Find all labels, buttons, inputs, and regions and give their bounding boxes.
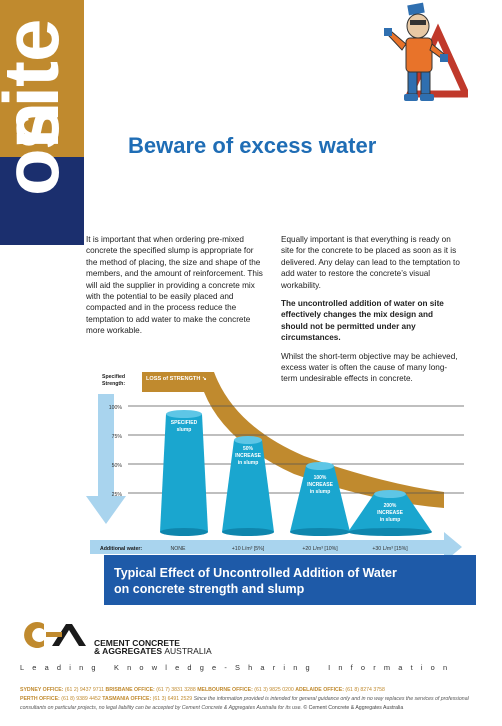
cone-label: in slump: [380, 517, 401, 523]
strength-down-arrow: [86, 394, 126, 524]
side-banner-navy: [0, 157, 84, 245]
body-paragraph: Equally important is that everything is …: [281, 235, 460, 290]
cone-50-increase: 50% INCREASE in slump: [222, 436, 274, 536]
strength-axis-label: Strength:: [102, 381, 125, 387]
body-column-left: It is important that when ordering pre-m…: [86, 234, 266, 344]
office-phone: (61 3) 9825 0200: [254, 687, 294, 693]
water-level-label: +10 L/m³ [5%]: [232, 546, 265, 552]
brand-name-part: AUSTRALIA: [164, 646, 212, 656]
figure-caption: Typical Effect of Uncontrolled Addition …: [114, 565, 474, 597]
brand-name: CEMENT CONCRETE: [94, 638, 180, 648]
cone-label: 50%: [243, 446, 254, 452]
y-tick-label: 50%: [112, 463, 123, 469]
tagline: Leading Knowledge-Sharing Information: [20, 663, 456, 672]
cone-label: slump: [177, 427, 192, 433]
office-label: BRISBANE OFFICE:: [105, 687, 155, 693]
office-phone: (61 3) 6491 2529: [152, 696, 193, 702]
office-phone: (61 8) 8274 3758: [345, 687, 385, 693]
cone-200-increase: 200% INCREASE in slump: [348, 490, 432, 536]
figure-caption-line: on concrete strength and slump: [114, 582, 305, 596]
cone-label: INCREASE: [235, 453, 262, 459]
y-tick-label: 25%: [112, 492, 123, 498]
copyright-text: © Cement Concrete & Aggregates Australia: [303, 705, 404, 711]
additional-water-arrow: [90, 532, 462, 562]
disclaimer-text: Since the information provided is intend…: [20, 696, 469, 711]
brand-name-line2: & AGGREGATES AUSTRALIA: [94, 646, 212, 656]
body-paragraph: It is important that when ordering pre-m…: [86, 235, 263, 336]
ccaa-logo-icon: [24, 622, 86, 648]
office-phone: (61 2) 9437 9711: [64, 687, 105, 693]
side-banner-gold: [0, 0, 84, 157]
cone-100-increase: 100% INCREASE in slump: [290, 462, 350, 536]
office-label: MELBOURNE OFFICE:: [197, 687, 253, 693]
figure-caption-box: [104, 555, 476, 605]
cone-label: in slump: [238, 460, 259, 466]
office-contacts: SYDNEY OFFICE: (61 2) 9437 9711 BRISBANE…: [20, 686, 490, 713]
office-label: TASMANIA OFFICE:: [102, 696, 152, 702]
office-phone: (61 7) 3831 3288: [156, 687, 196, 693]
water-level-label: +30 L/m³ [15%]: [372, 546, 408, 552]
figure-caption-line: Typical Effect of Uncontrolled Addition …: [114, 566, 397, 580]
y-tick-label: 75%: [112, 434, 123, 440]
strength-axis-label: Specified: [102, 374, 125, 380]
mascot-illustration: [384, 2, 468, 101]
side-banner-word: site on: [0, 0, 86, 245]
body-paragraph-bold: The uncontrolled addition of water on si…: [281, 299, 444, 343]
side-word-on: on: [0, 102, 75, 196]
water-level-label: +20 L/m³ [10%]: [302, 546, 338, 552]
office-phone: (61 8) 9389 4452: [61, 696, 101, 702]
water-level-label: NONE: [171, 546, 187, 552]
body-column-right: Equally important is that everything is …: [281, 234, 461, 392]
page-title: Beware of excess water: [128, 133, 377, 158]
slump-strength-figure: LOSS of STRENGTH ↘ Specified Strength: 1…: [86, 372, 464, 562]
cone-label: INCREASE: [377, 510, 404, 516]
cone-label: SPECIFIED: [171, 420, 198, 426]
office-label: PERTH OFFICE:: [20, 696, 60, 702]
body-paragraph: Whilst the short-term objective may be a…: [281, 351, 458, 384]
additional-water-label: Additional water:: [100, 546, 142, 552]
cone-label: in slump: [310, 489, 331, 495]
office-label: SYDNEY OFFICE:: [20, 687, 64, 693]
cone-label: 100%: [314, 475, 327, 481]
y-tick-label: 100%: [109, 405, 123, 411]
cone-label: 200%: [384, 503, 397, 509]
brand-name-part: & AGGREGATES: [94, 646, 165, 656]
cone-label: INCREASE: [307, 482, 334, 488]
cone-specified: SPECIFIED slump: [160, 410, 208, 536]
loss-of-strength-label: LOSS of STRENGTH ↘: [146, 376, 207, 382]
office-label: ADELAIDE OFFICE:: [295, 687, 344, 693]
